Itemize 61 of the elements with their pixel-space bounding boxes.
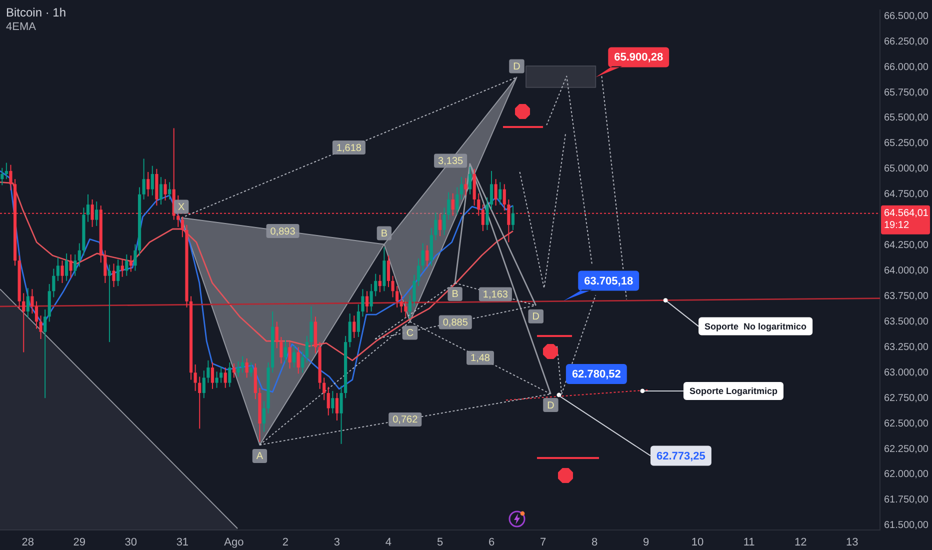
annotation: Soporte Logaritmicp xyxy=(689,386,778,396)
annotation: 65.900,28 xyxy=(614,52,664,64)
y-tick-label: 63.750,00 xyxy=(884,290,929,302)
y-tick-label: 64.000,00 xyxy=(884,266,929,277)
y-tick-label: 64.750,00 xyxy=(884,189,929,200)
data-label: D xyxy=(513,61,520,72)
x-tick-label: 3 xyxy=(334,536,340,549)
x-tick-label: Ago xyxy=(224,536,244,549)
annotation: D xyxy=(547,400,554,412)
annotation: 0,885 xyxy=(442,317,468,328)
x-tick-label: 31 xyxy=(176,536,189,549)
y-tick-label: 65.000,00 xyxy=(884,164,929,175)
y-tick-label: 66.500,00 xyxy=(884,10,929,22)
annotation: 1,618 xyxy=(336,142,362,154)
x-tick-label: 8 xyxy=(591,536,598,549)
x-tick-label: 5 xyxy=(436,536,444,549)
x-tick-label: 11 xyxy=(743,536,755,549)
y-tick-label: 63.250,00 xyxy=(884,342,929,353)
annotation: 0,762 xyxy=(392,414,418,426)
y-tick-label: 65.250,00 xyxy=(884,138,929,150)
y-tick-label: 65.750,00 xyxy=(884,87,929,98)
chart-title: Bitcoin · 1h xyxy=(6,5,66,20)
x-tick-label: 10 xyxy=(691,536,704,549)
x-tick-label: 7 xyxy=(540,536,546,549)
annotation: 63.705,18 xyxy=(584,275,634,288)
x-tick-label: 4 xyxy=(385,536,392,549)
x-tick-label: 12 xyxy=(794,536,807,549)
x-tick-label: 29 xyxy=(73,536,86,549)
annotation: Soporte No logaritmico xyxy=(704,321,808,332)
y-tick-label: 61.500,00 xyxy=(884,520,929,532)
text: 4EMA xyxy=(6,21,37,34)
y-tick-label: 63.500,00 xyxy=(884,316,929,328)
annotation: 0,893 xyxy=(270,226,296,238)
x-tick-label: 28 xyxy=(22,536,34,549)
annotation: 62.773,25 xyxy=(656,450,706,462)
data-label: A xyxy=(256,451,264,462)
annotation: 62.780,52 xyxy=(572,368,621,381)
x-tick-label: 9 xyxy=(642,536,650,549)
annotation: B xyxy=(452,289,459,300)
y-tick-label: 62.750,00 xyxy=(884,392,929,404)
x-tick-label: 2 xyxy=(282,536,289,549)
annotation: 3,135 xyxy=(438,156,464,168)
x-tick-label: 13 xyxy=(846,536,858,549)
data-label: C xyxy=(406,328,414,339)
data-label: B xyxy=(380,228,388,240)
y-tick-label: 65.500,00 xyxy=(884,112,929,124)
x-tick-label: 30 xyxy=(124,536,138,549)
y-tick-label: 62.500,00 xyxy=(884,418,929,430)
y-tick-label: 66.250,00 xyxy=(884,36,929,48)
y-tick-label: 64.250,00 xyxy=(884,240,929,252)
annotation: 1,163 xyxy=(482,289,508,300)
y-tick-label: 62.000,00 xyxy=(884,469,929,480)
y-tick-label: 63.000,00 xyxy=(884,367,929,378)
y-tick-label: 66.000,00 xyxy=(884,62,929,73)
y-tick-label: 62.250,00 xyxy=(884,444,929,455)
ref-line-label: 64.564,01 19:12 xyxy=(884,208,929,232)
y-tick-label: 61.750,00 xyxy=(884,494,929,506)
data-label: X xyxy=(178,202,186,214)
annotation: 1,48 xyxy=(470,353,490,364)
annotation: D xyxy=(532,312,540,323)
x-tick-label: 6 xyxy=(488,536,495,549)
